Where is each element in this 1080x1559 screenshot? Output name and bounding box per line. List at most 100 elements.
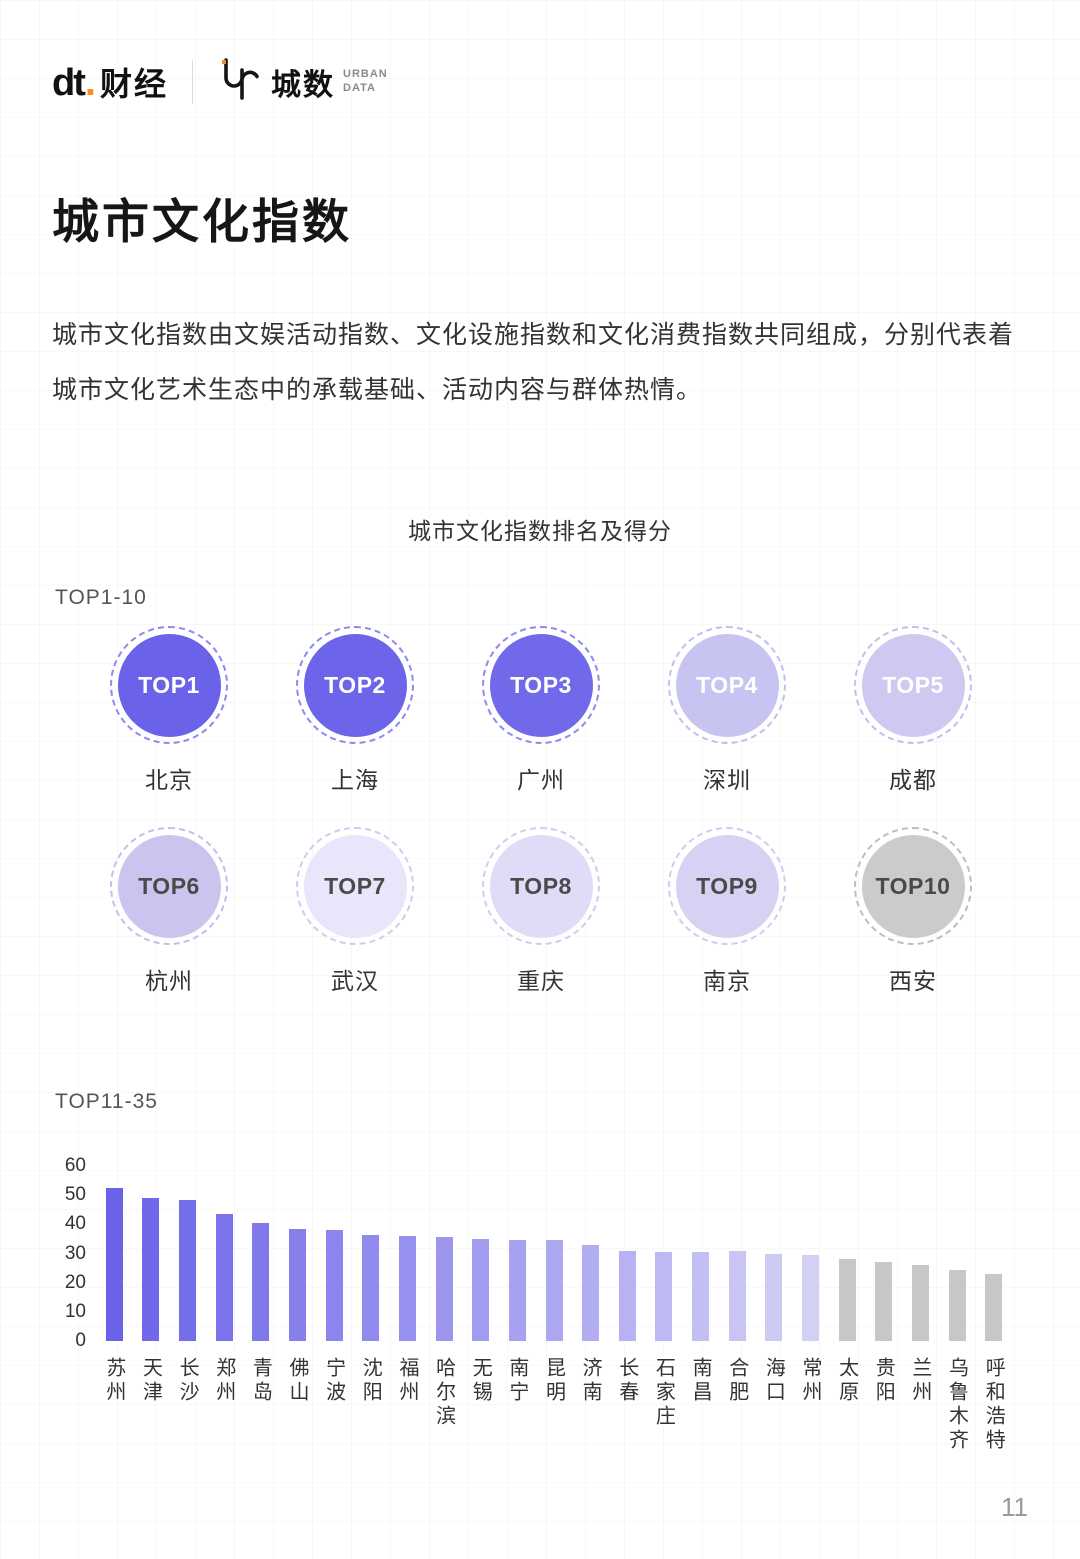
bar bbox=[911, 1265, 929, 1341]
bar bbox=[728, 1250, 746, 1341]
bar bbox=[765, 1253, 783, 1341]
bar-city-label: 天津 bbox=[139, 1357, 162, 1405]
rank-ring: TOP2 bbox=[296, 626, 414, 744]
rank-badge: TOP9 bbox=[675, 834, 779, 938]
bar-city-label: 南昌 bbox=[689, 1357, 712, 1405]
bar-wrap bbox=[545, 1166, 563, 1341]
bar-city-label: 哈尔滨 bbox=[432, 1357, 455, 1429]
top-rank-item: TOP4 深圳 bbox=[634, 626, 820, 795]
bar bbox=[215, 1214, 233, 1341]
rank-city-label: 上海 bbox=[331, 767, 379, 793]
bar-wrap bbox=[911, 1166, 929, 1341]
bar-city-label: 沈阳 bbox=[359, 1357, 382, 1405]
bar bbox=[142, 1198, 160, 1341]
urban-logo-en-line2: DATA bbox=[343, 81, 376, 94]
bar-slot: 贵阳 bbox=[865, 1166, 902, 1453]
bar-city-label: 佛山 bbox=[286, 1357, 309, 1405]
bar-city-label: 兰州 bbox=[908, 1357, 931, 1405]
bar-slot: 太原 bbox=[829, 1166, 866, 1453]
bar-slot: 昆明 bbox=[536, 1166, 573, 1453]
bar-wrap bbox=[142, 1166, 160, 1341]
section-label-top1-10: TOP1-10 bbox=[55, 586, 147, 609]
bar-wrap bbox=[435, 1166, 453, 1341]
top-rank-item: TOP7 武汉 bbox=[262, 827, 448, 996]
y-tick-label: 10 bbox=[64, 1300, 86, 1322]
top-rank-item: TOP6 杭州 bbox=[76, 827, 262, 996]
urban-logo-cn: 城数 bbox=[271, 68, 336, 102]
page-title: 城市文化指数 bbox=[52, 195, 352, 248]
y-tick-label: 30 bbox=[64, 1242, 86, 1264]
bar-city-label: 海口 bbox=[762, 1357, 785, 1405]
bar-wrap bbox=[289, 1166, 307, 1341]
bar-wrap bbox=[838, 1166, 856, 1341]
urban-logo-en: URBAN DATA bbox=[343, 68, 388, 96]
bar-slot: 合肥 bbox=[719, 1166, 756, 1453]
logo-divider bbox=[192, 59, 194, 104]
rank-badge: TOP7 bbox=[303, 834, 407, 938]
bar-wrap bbox=[985, 1166, 1003, 1341]
description-text: 城市文化指数由文娱活动指数、文化设施指数和文化消费指数共同组成，分别代表着城市文… bbox=[52, 321, 1015, 404]
rank-ring: TOP3 bbox=[482, 626, 600, 744]
rank-ring: TOP10 bbox=[854, 827, 972, 945]
bar-wrap bbox=[765, 1166, 783, 1341]
urban-logo-en-line1: URBAN bbox=[343, 67, 388, 80]
y-axis: 60 50 40 30 20 10 0 bbox=[48, 1155, 86, 1351]
bar-wrap bbox=[801, 1166, 819, 1341]
top-rank-item: TOP10 西安 bbox=[820, 827, 1006, 996]
bar-wrap bbox=[728, 1166, 746, 1341]
bar-slot: 天津 bbox=[133, 1166, 170, 1453]
bars-container: 苏州 天津 长沙 郑州 青岛 佛山 宁波 沈阳 福州 哈尔滨 无锡 南宁 昆明 济南 长春 石家庄 南昌 合肥 海口… bbox=[96, 1166, 1012, 1453]
bar-city-label: 合肥 bbox=[725, 1357, 748, 1405]
bar-wrap bbox=[692, 1166, 710, 1341]
bar bbox=[838, 1259, 856, 1341]
bar bbox=[435, 1237, 453, 1341]
urban-data-icon bbox=[217, 56, 261, 107]
bar bbox=[801, 1254, 819, 1341]
bar bbox=[508, 1240, 526, 1341]
y-tick-label: 20 bbox=[64, 1271, 86, 1293]
bar bbox=[472, 1238, 490, 1341]
dt-logo-text: dt bbox=[52, 61, 86, 104]
bar-city-label: 昆明 bbox=[542, 1357, 565, 1405]
rank-ring: TOP6 bbox=[110, 827, 228, 945]
bar-slot: 海口 bbox=[756, 1166, 793, 1453]
bar bbox=[398, 1236, 416, 1341]
bar-slot: 沈阳 bbox=[352, 1166, 389, 1453]
rank-city-label: 重庆 bbox=[517, 968, 565, 994]
bar-wrap bbox=[618, 1166, 636, 1341]
dt-finance-logo: dt. 财经 bbox=[52, 59, 168, 105]
bar-city-label: 青岛 bbox=[249, 1357, 272, 1405]
bar-city-label: 贵阳 bbox=[872, 1357, 895, 1405]
bar bbox=[875, 1262, 893, 1341]
rank-city-label: 南京 bbox=[703, 968, 751, 994]
rank-city-label: 杭州 bbox=[145, 968, 193, 994]
bar-slot: 呼和浩特 bbox=[975, 1166, 1012, 1453]
top10-circles-grid: TOP1 北京 TOP2 上海 TOP3 广州 TOP4 深圳 TOP5 成都 TOP6 杭州 TOP7… bbox=[76, 626, 1008, 996]
bar-wrap bbox=[472, 1166, 490, 1341]
rank-badge: TOP1 bbox=[117, 633, 221, 737]
bar-wrap bbox=[252, 1166, 270, 1341]
bar-slot: 长沙 bbox=[169, 1166, 206, 1453]
bar-city-label: 南宁 bbox=[505, 1357, 528, 1405]
bar-slot: 哈尔滨 bbox=[426, 1166, 463, 1453]
rank-ring: TOP1 bbox=[110, 626, 228, 744]
bar-wrap bbox=[179, 1166, 197, 1341]
rank-ring: TOP7 bbox=[296, 827, 414, 945]
top-rank-item: TOP3 广州 bbox=[448, 626, 634, 795]
bar bbox=[985, 1273, 1003, 1341]
rank-city-label: 广州 bbox=[517, 767, 565, 793]
bar-slot: 南宁 bbox=[499, 1166, 536, 1453]
y-tick-label: 40 bbox=[64, 1213, 86, 1235]
bar-slot: 福州 bbox=[389, 1166, 426, 1453]
top-rank-item: TOP9 南京 bbox=[634, 827, 820, 996]
rank-ring: TOP5 bbox=[854, 626, 972, 744]
bar bbox=[289, 1228, 307, 1341]
top-rank-item: TOP8 重庆 bbox=[448, 827, 634, 996]
bar-wrap bbox=[875, 1166, 893, 1341]
bar-slot: 长春 bbox=[609, 1166, 646, 1453]
bar bbox=[252, 1222, 270, 1341]
bar bbox=[325, 1230, 343, 1341]
bar-wrap bbox=[105, 1166, 123, 1341]
y-tick-label: 60 bbox=[64, 1155, 86, 1176]
y-tick-label: 0 bbox=[75, 1330, 86, 1351]
